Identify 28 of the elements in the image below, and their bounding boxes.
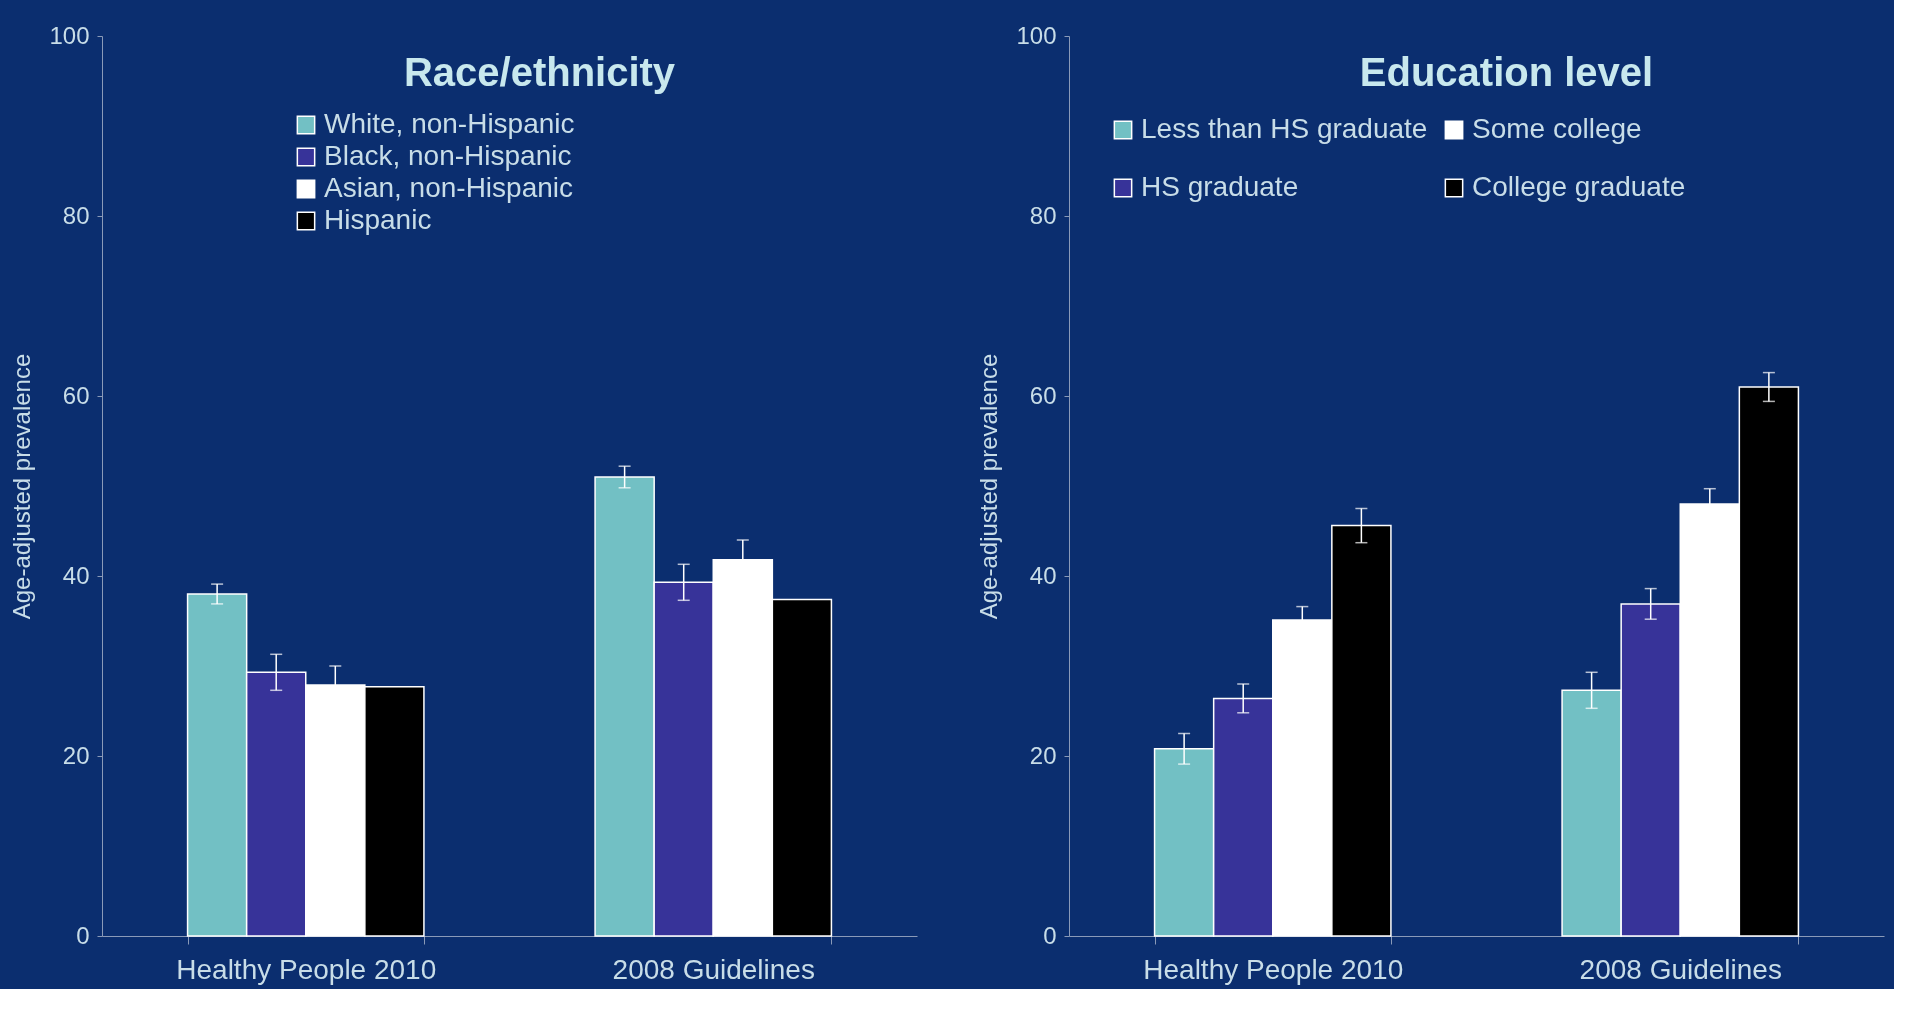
- legend-label: Some college: [1472, 113, 1642, 144]
- legend-label: HS graduate: [1141, 171, 1299, 202]
- legend-label: Asian, non-Hispanic: [324, 172, 574, 203]
- x-tick-label: Healthy People 2010: [176, 953, 437, 985]
- y-tick-label: 100: [49, 21, 90, 49]
- y-tick-label: 60: [62, 381, 90, 409]
- legend-label: Black, non-Hispanic: [324, 140, 572, 171]
- legend-label: White, non-Hispanic: [324, 108, 575, 139]
- legend-label: Less than HS graduate: [1141, 113, 1428, 144]
- y-tick-label: 40: [62, 561, 90, 589]
- legend-label: Hispanic: [324, 204, 432, 235]
- chart-title: Race/ethnicity: [403, 50, 676, 94]
- x-tick-label: Healthy People 2010: [1143, 953, 1404, 985]
- chart-title: Education level: [1359, 50, 1654, 94]
- y-tick-label: 80: [1029, 201, 1057, 229]
- y-tick-label: 0: [1043, 921, 1057, 949]
- legend-label: College graduate: [1472, 171, 1686, 202]
- x-tick-label: 2008 Guidelines: [1579, 953, 1782, 985]
- y-tick-label: 20: [1029, 741, 1057, 769]
- y-tick-label: 0: [76, 921, 90, 949]
- x-tick-label: 2008 Guidelines: [612, 953, 815, 985]
- y-tick-label: 20: [62, 741, 90, 769]
- y-tick-label: 60: [1029, 381, 1057, 409]
- y-tick-label: 40: [1029, 561, 1057, 589]
- y-axis-title: Age-adjusted prevalence: [975, 353, 1003, 620]
- y-tick-label: 100: [1016, 21, 1057, 49]
- y-axis-title: Age-adjusted prevalence: [8, 353, 36, 620]
- y-tick-label: 80: [62, 201, 90, 229]
